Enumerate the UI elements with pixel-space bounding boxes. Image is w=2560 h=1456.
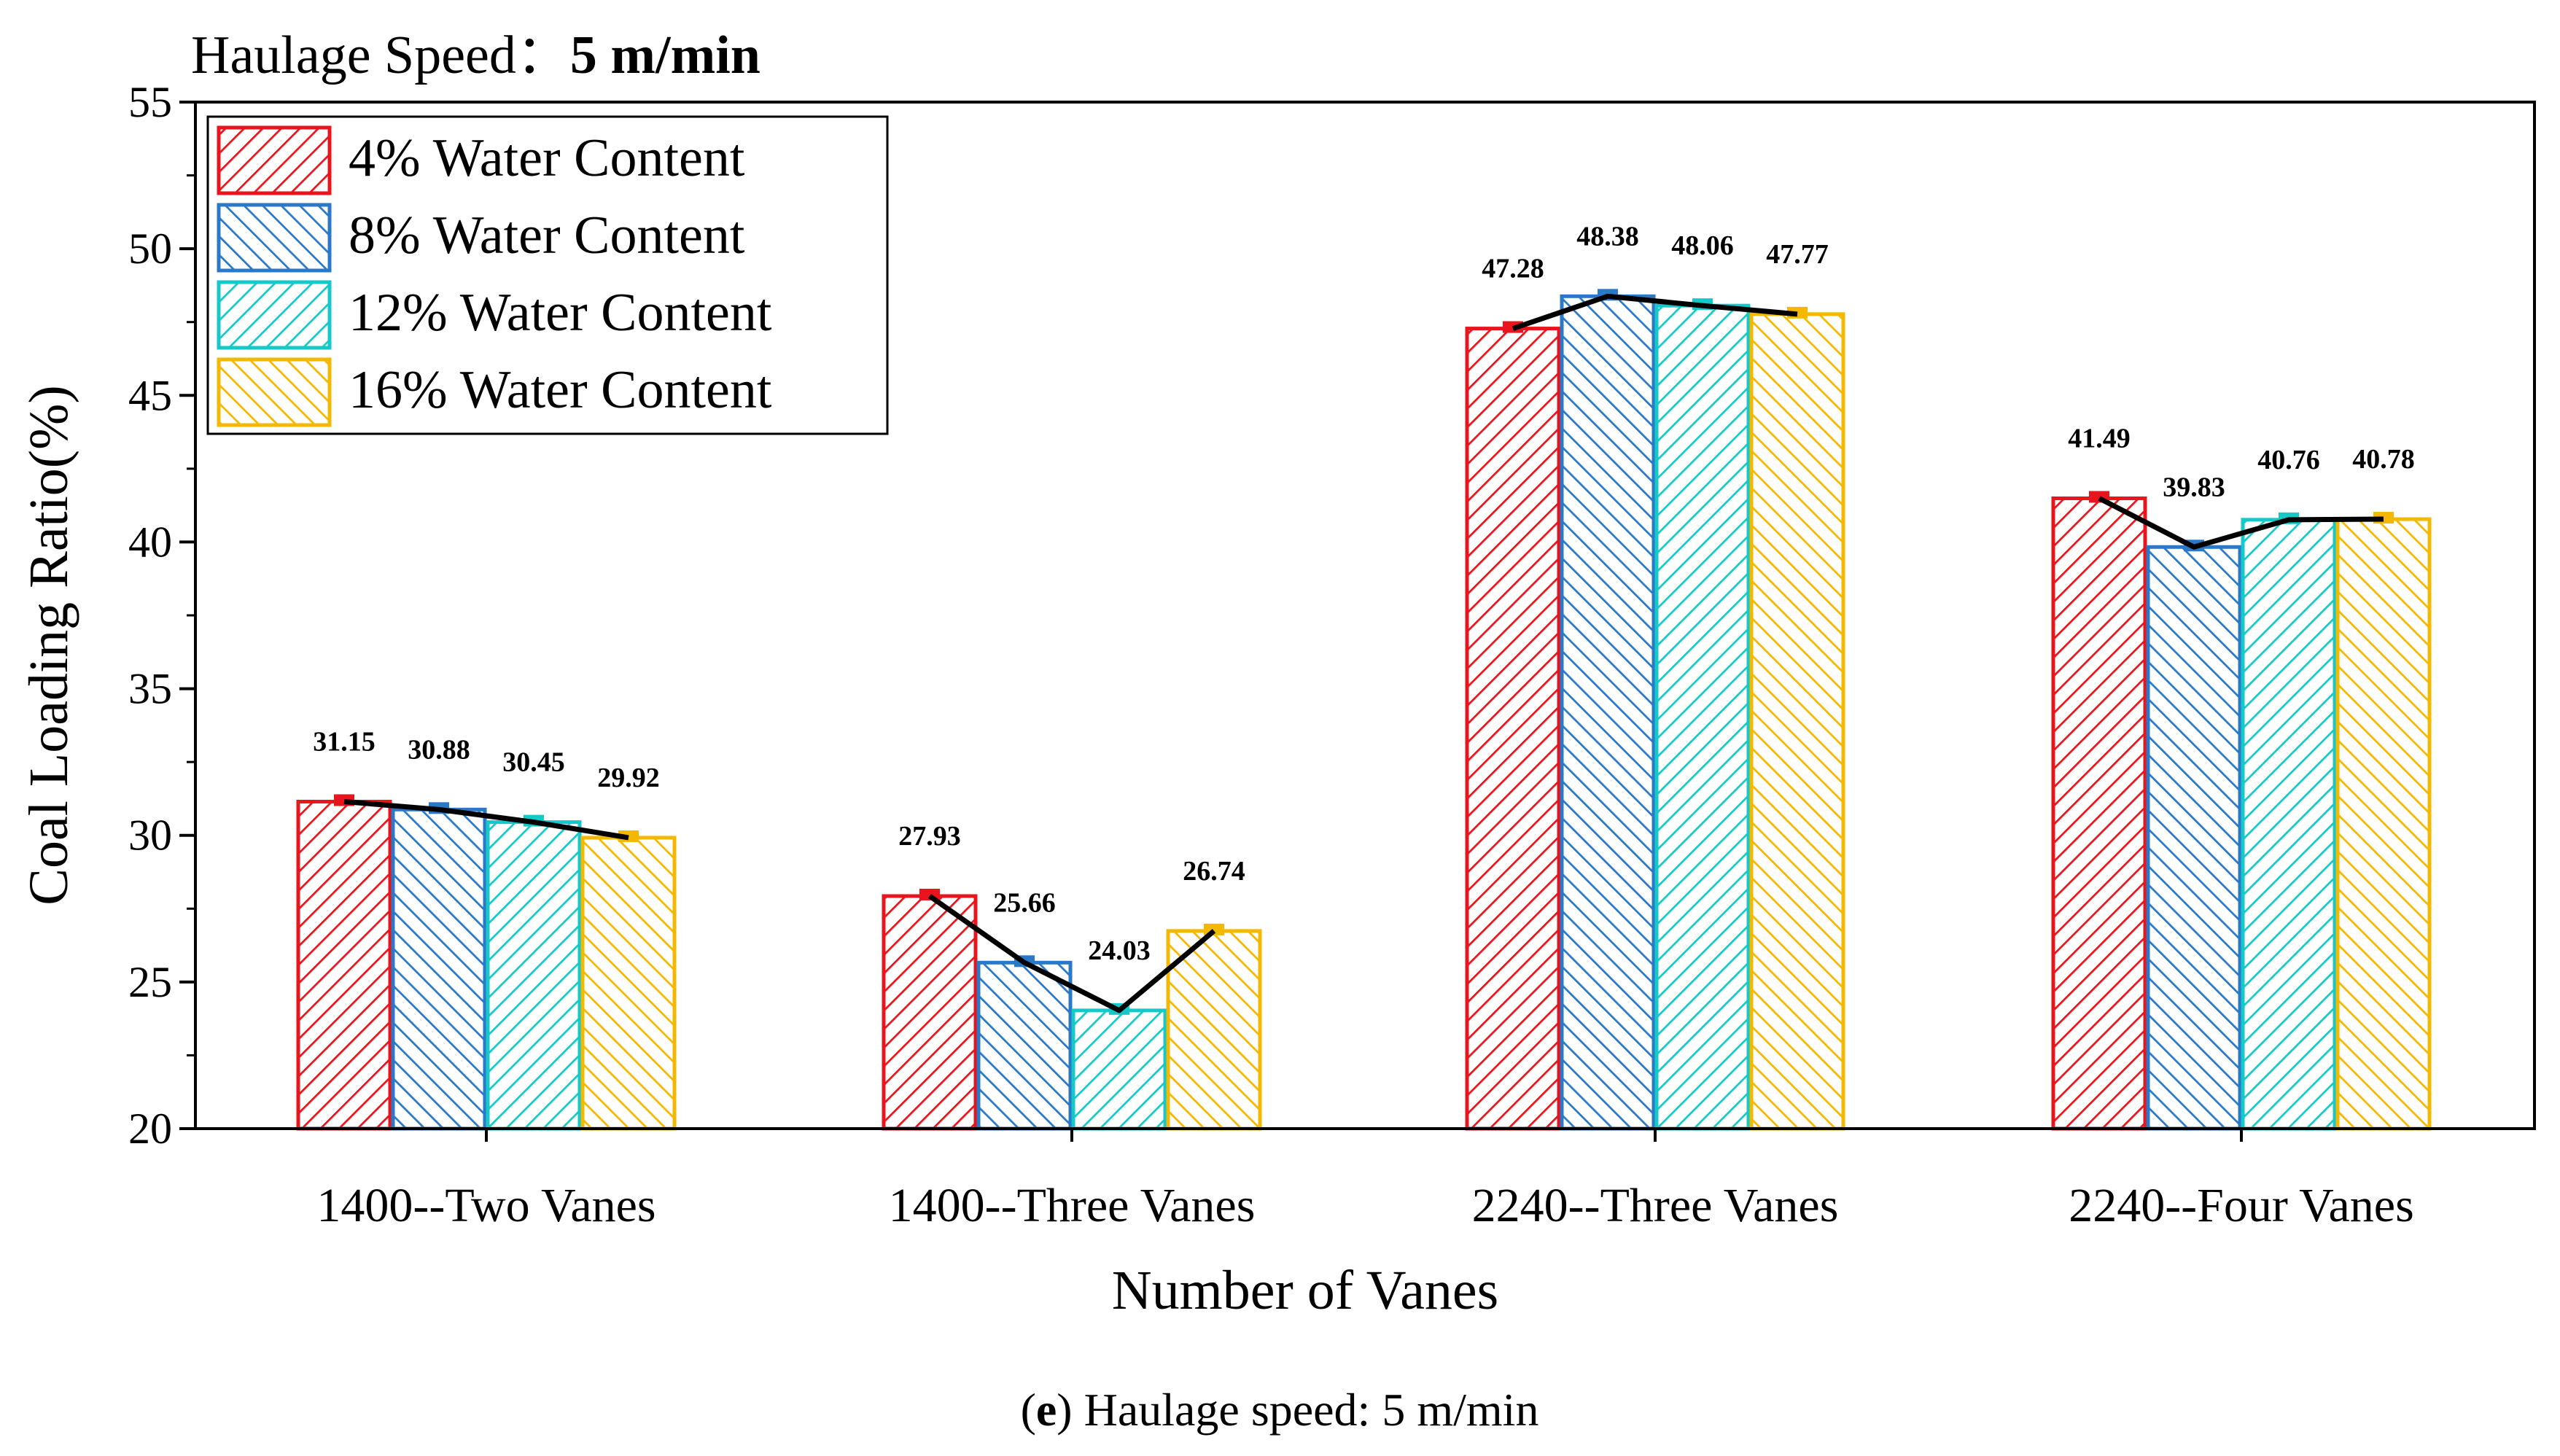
bar-4-water-content-1400-two-vanes: [296, 799, 392, 1131]
y-tick-label: 55: [128, 78, 172, 126]
x-category-label-2240-three-vanes: 2240--Three Vanes: [1472, 1179, 1839, 1232]
bar-16-water-content-1400-three-vanes: [1166, 929, 1262, 1131]
y-tick-label: 25: [128, 958, 172, 1006]
trend-line-2240-four-vanes: [2098, 496, 2384, 550]
data-label-8-water-content-2240-three-vanes: 48.38: [1576, 221, 1639, 252]
data-label-12-water-content-1400-three-vanes: 24.03: [1088, 935, 1151, 966]
bar-16-water-content-1400-two-vanes: [580, 836, 677, 1131]
trend-line-1400-two-vanes: [343, 798, 629, 841]
y-axis-title: Coal Loading Ratio(%): [18, 385, 79, 905]
data-labels-layer: 31.15 30.88 30.45 29.92 27.93 25.66 24.03 26.74…: [313, 221, 2415, 966]
x-axis: 1400--Two Vanes 1400--Three Vanes 2240--Th…: [316, 1129, 2414, 1232]
bar-4-water-content-2240-four-vanes: [2051, 496, 2147, 1131]
y-tick-label: 50: [128, 225, 172, 273]
data-label-16-water-content-2240-three-vanes: 47.77: [1766, 239, 1829, 270]
legend: 4% Water Content 8% Water Content 12% Wate…: [206, 115, 889, 435]
trend-line-2240-three-vanes: [1512, 293, 1798, 331]
bar-4-water-content-2240-three-vanes: [1465, 327, 1561, 1131]
x-category-label-1400-three-vanes: 1400--Three Vanes: [889, 1179, 1256, 1232]
legend-label-4-water-content: 4% Water Content: [349, 128, 745, 188]
chart-heading: Haulage Speed：5 m/min: [191, 26, 760, 85]
bar-12-water-content-1400-two-vanes: [486, 820, 582, 1131]
data-label-16-water-content-2240-four-vanes: 40.78: [2352, 444, 2415, 475]
bar-12-water-content-2240-four-vanes: [2241, 518, 2337, 1131]
heading-label: Haulage Speed：: [191, 26, 570, 85]
y-tick-label: 30: [128, 811, 172, 860]
heading-value: 5 m/min: [570, 26, 760, 85]
data-label-16-water-content-1400-three-vanes: 26.74: [1183, 856, 1245, 887]
bar-8-water-content-2240-four-vanes: [2146, 545, 2242, 1131]
data-label-12-water-content-2240-three-vanes: 48.06: [1671, 230, 1734, 261]
data-label-8-water-content-1400-two-vanes: 30.88: [408, 734, 470, 765]
bar-12-water-content-2240-three-vanes: [1654, 303, 1751, 1131]
data-label-4-water-content-1400-two-vanes: 31.15: [313, 726, 376, 757]
trend-lines-layer: [343, 293, 2384, 1013]
caption-text: ) Haulage speed: 5 m/min: [1057, 1384, 1538, 1436]
x-category-label-2240-four-vanes: 2240--Four Vanes: [2069, 1179, 2414, 1232]
bar-16-water-content-2240-four-vanes: [2335, 517, 2432, 1131]
legend-label-12-water-content: 12% Water Content: [349, 283, 772, 343]
legend-label-16-water-content: 16% Water Content: [349, 360, 772, 420]
data-label-12-water-content-2240-four-vanes: 40.76: [2257, 445, 2320, 475]
y-tick-label: 35: [128, 665, 172, 713]
bar-8-water-content-1400-two-vanes: [391, 807, 487, 1131]
legend-label-8-water-content: 8% Water Content: [349, 206, 745, 265]
y-tick-label: 20: [128, 1105, 172, 1153]
y-axis: 20 25 30 35 40 45 50 55: [128, 78, 195, 1153]
legend-swatch-8-water-content: [217, 203, 332, 273]
data-label-8-water-content-2240-four-vanes: 39.83: [2163, 472, 2225, 502]
trend-line-1400-three-vanes: [927, 894, 1216, 1013]
x-axis-title: Number of Vanes: [1112, 1260, 1498, 1321]
bar-12-water-content-1400-three-vanes: [1071, 1008, 1167, 1131]
y-tick-label: 45: [128, 371, 172, 419]
y-tick-label: 40: [128, 518, 172, 566]
x-category-label-1400-two-vanes: 1400--Two Vanes: [316, 1179, 655, 1232]
figure-caption: (e) Haulage speed: 5 m/min: [1021, 1384, 1539, 1436]
legend-swatch-12-water-content: [217, 280, 332, 350]
data-label-4-water-content-2240-four-vanes: 41.49: [2068, 423, 2131, 453]
bar-8-water-content-1400-three-vanes: [976, 960, 1073, 1131]
data-label-8-water-content-1400-three-vanes: 25.66: [993, 887, 1056, 918]
caption-open-paren: (: [1021, 1384, 1036, 1436]
bar-4-water-content-1400-three-vanes: [882, 894, 978, 1131]
legend-swatch-4-water-content: [217, 125, 332, 195]
caption-letter: e: [1036, 1384, 1057, 1436]
bar-16-water-content-2240-three-vanes: [1749, 312, 1845, 1131]
data-label-4-water-content-1400-three-vanes: 27.93: [898, 821, 961, 852]
data-label-4-water-content-2240-three-vanes: 47.28: [1482, 254, 1544, 284]
bar-8-water-content-2240-three-vanes: [1560, 294, 1656, 1131]
data-label-12-water-content-1400-two-vanes: 30.45: [502, 747, 565, 778]
legend-swatch-16-water-content: [217, 357, 332, 427]
data-label-16-water-content-1400-two-vanes: 29.92: [597, 763, 660, 793]
